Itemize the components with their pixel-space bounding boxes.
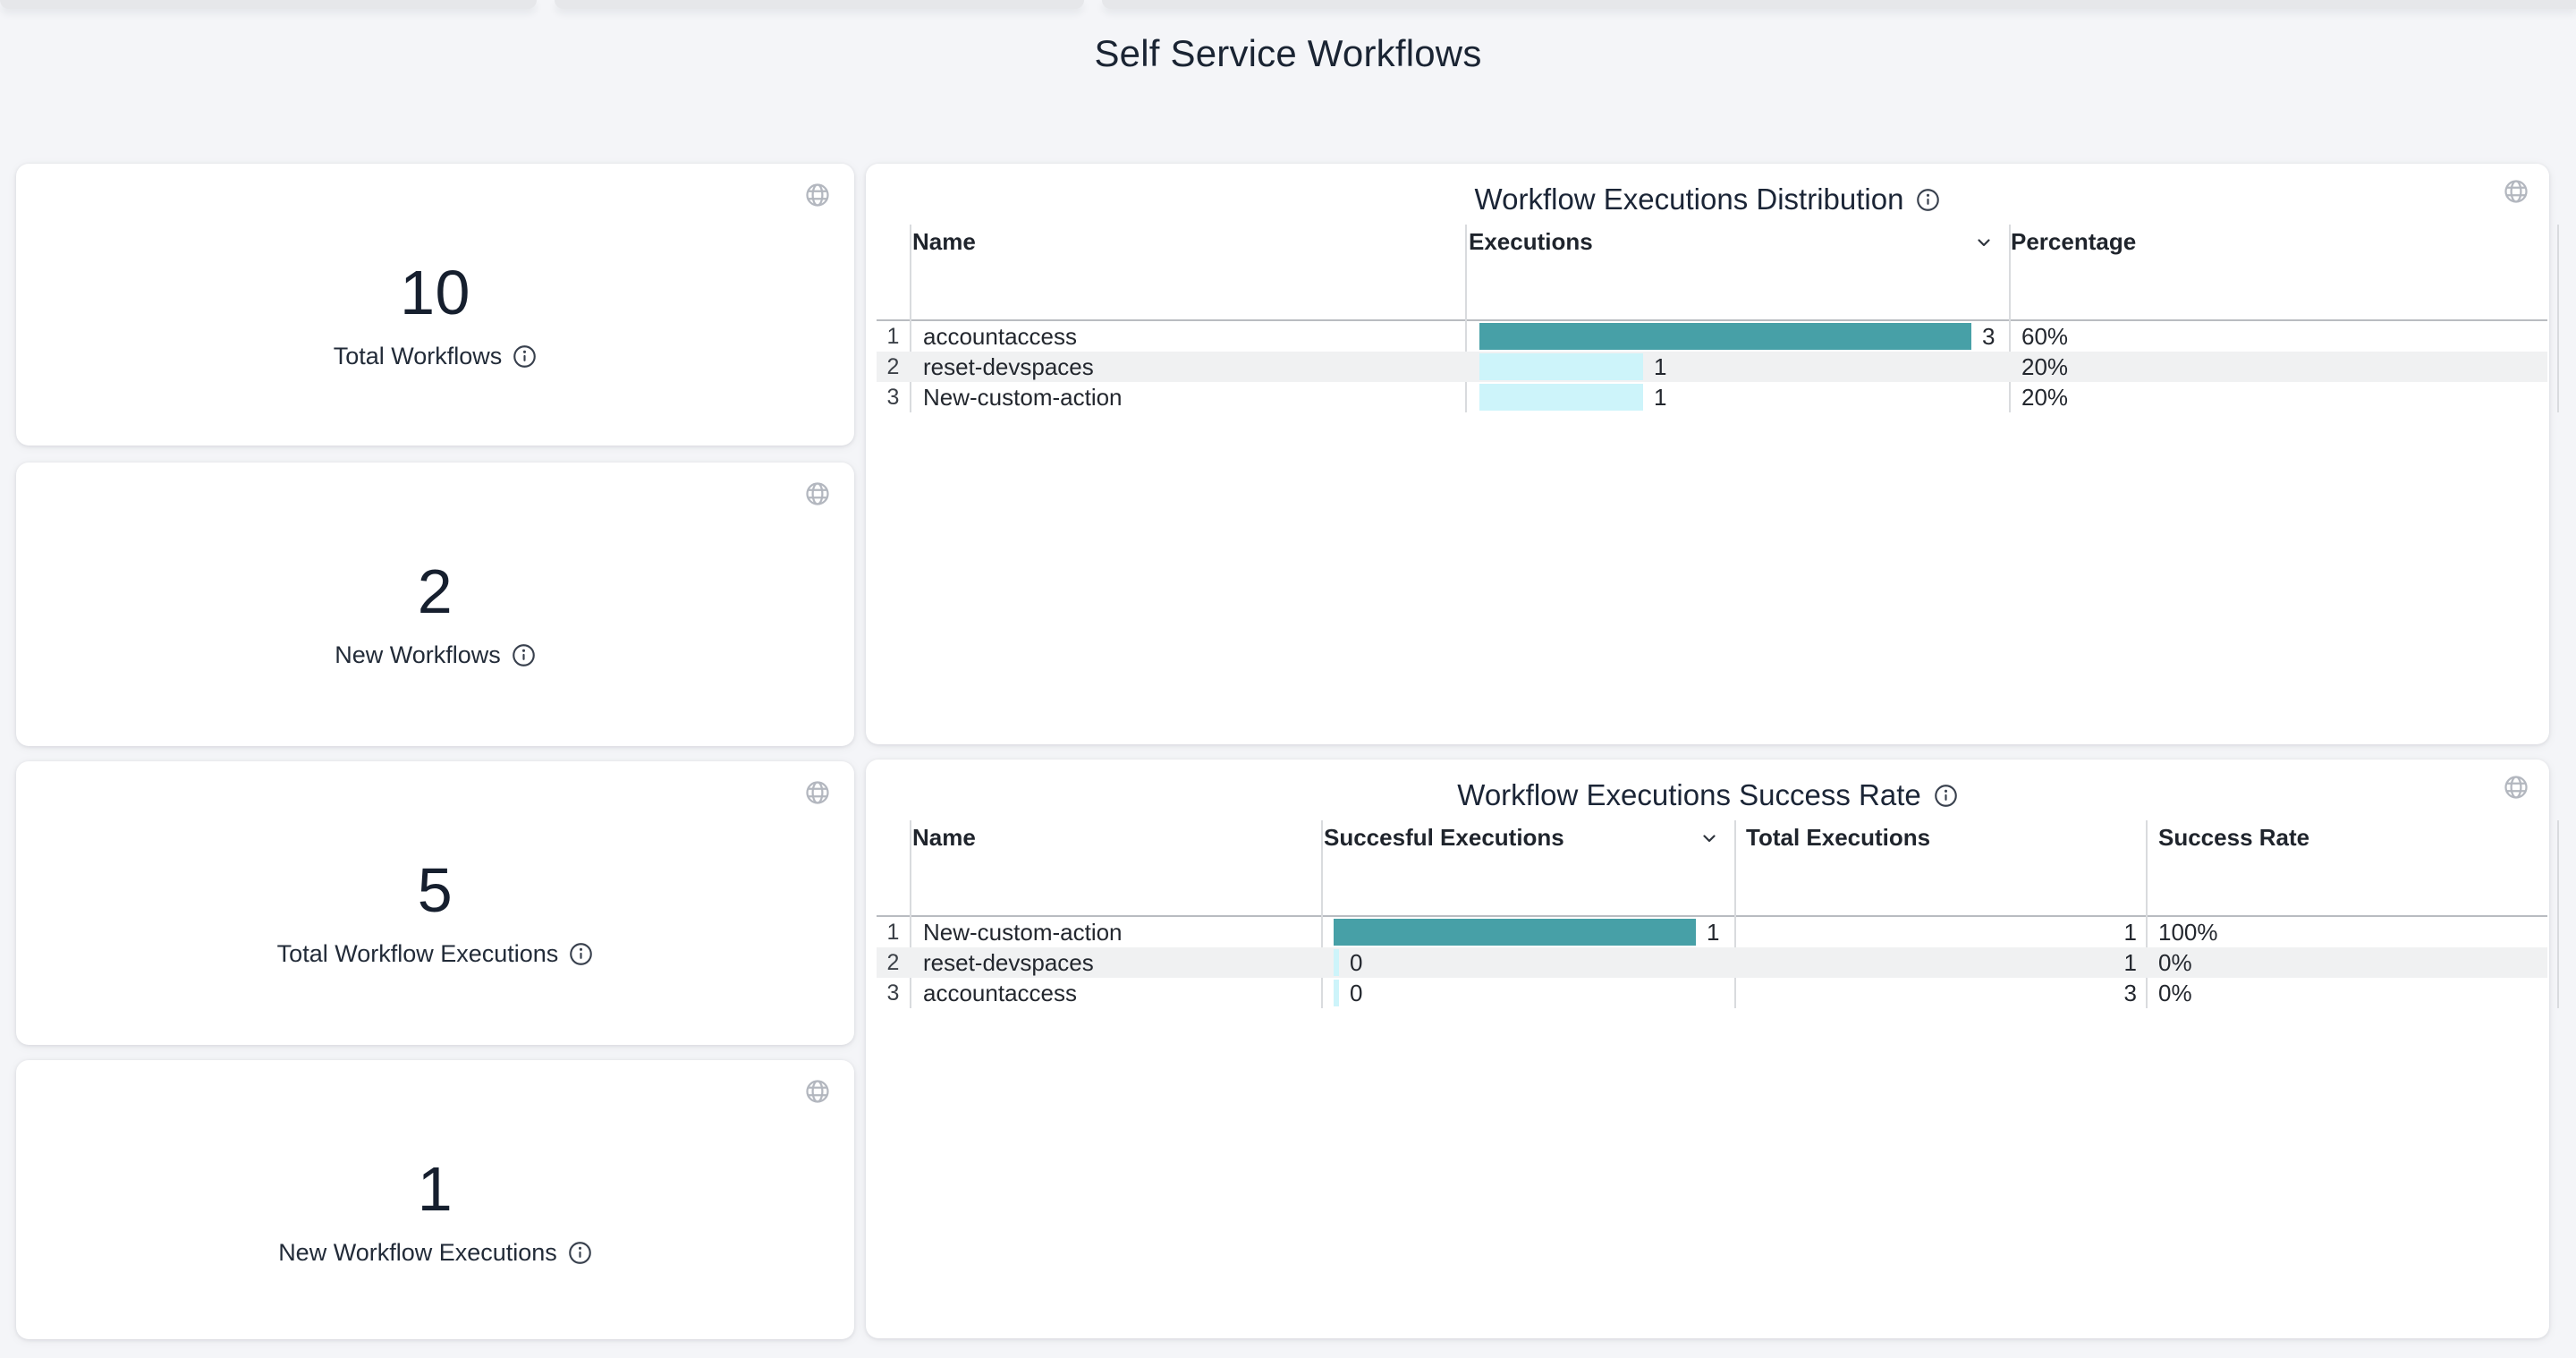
row-number: 3: [886, 980, 900, 1006]
cell-rate: 100%: [2158, 918, 2218, 946]
info-icon[interactable]: [568, 1241, 592, 1265]
column-divider: [910, 820, 911, 1008]
stat-card-total-workflows: 10 Total Workflows: [16, 164, 854, 446]
stat-label: New Workflows: [16, 641, 854, 669]
column-header-executions[interactable]: Executions: [1469, 227, 1593, 255]
stat-label-text: Total Workflows: [333, 343, 503, 369]
column-header-percentage[interactable]: Percentage: [2011, 227, 2137, 255]
scrolled-tile-edge: [0, 0, 537, 9]
row-number: 2: [886, 949, 900, 975]
column-divider: [2557, 225, 2559, 412]
scrolled-tile-edge: [1102, 0, 2576, 9]
cell-bar-value: 0: [1350, 948, 1363, 976]
cell-bar-value: 0: [1350, 979, 1363, 1006]
cell-percentage: 60%: [2021, 322, 2069, 350]
table-row[interactable]: 3 accountaccess 0 3 0%: [877, 978, 2547, 1008]
globe-icon[interactable]: [2503, 774, 2529, 805]
cell-total: 1: [2123, 948, 2137, 976]
cell-name: accountaccess: [923, 979, 1077, 1006]
column-divider: [1321, 820, 1323, 1008]
column-divider: [1465, 225, 1467, 412]
table-header: Name Succesful Executions Total Executio…: [877, 820, 2547, 854]
cell-name: New-custom-action: [923, 918, 1123, 946]
header-divider: [877, 319, 2547, 321]
cell-bar-value: 1: [1654, 352, 1667, 380]
stat-label-text: Total Workflow Executions: [276, 940, 559, 967]
panel-title-text: Workflow Executions Success Rate: [1457, 778, 1921, 811]
column-header-success-rate[interactable]: Success Rate: [2158, 823, 2310, 851]
stat-label-text: New Workflow Executions: [278, 1239, 557, 1266]
stat-label-text: New Workflows: [335, 641, 501, 668]
stat-label: Total Workflows: [16, 343, 854, 370]
info-icon[interactable]: [512, 643, 536, 667]
info-icon[interactable]: [1916, 188, 1940, 212]
panel-title-text: Workflow Executions Distribution: [1474, 182, 1904, 216]
cell-rate: 0%: [2158, 948, 2192, 976]
cell-total: 1: [2123, 918, 2137, 946]
stat-card-new-workflow-executions: 1 New Workflow Executions: [16, 1060, 854, 1339]
sort-chevron-down-icon[interactable]: [1973, 232, 1995, 253]
row-number: 1: [886, 323, 900, 349]
cell-name: reset-devspaces: [923, 352, 1094, 380]
page-title: Self Service Workflows: [1094, 32, 1482, 74]
row-number: 3: [886, 384, 900, 410]
panel-title: Workflow Executions Success Rate: [866, 777, 2549, 813]
cell-name: accountaccess: [923, 322, 1077, 350]
column-divider: [910, 225, 911, 412]
info-icon[interactable]: [513, 344, 537, 369]
column-header-total-executions[interactable]: Total Executions: [1746, 823, 1931, 851]
stat-value: 2: [417, 556, 453, 626]
column-header-name[interactable]: Name: [912, 227, 976, 255]
stat-value: 5: [417, 855, 453, 925]
column-divider: [2146, 820, 2148, 1008]
cell-rate: 0%: [2158, 979, 2192, 1006]
table-row[interactable]: 1 accountaccess 3 60%: [877, 321, 2547, 352]
globe-icon[interactable]: [2503, 178, 2529, 209]
cell-percentage: 20%: [2021, 352, 2069, 380]
table-row[interactable]: 2 reset-devspaces 0 1 0%: [877, 947, 2547, 978]
column-divider: [2009, 225, 2011, 412]
table-row[interactable]: 1 New-custom-action 1 1 100%: [877, 917, 2547, 947]
value-bar: [1479, 353, 1643, 380]
stat-label: New Workflow Executions: [16, 1239, 854, 1267]
stat-label: Total Workflow Executions: [16, 940, 854, 968]
cell-bar-value: 3: [1982, 322, 1996, 350]
stat-value: 10: [400, 258, 470, 327]
header-divider: [877, 915, 2547, 917]
value-bar: [1334, 949, 1339, 976]
table-header: Name Executions Percentage: [877, 225, 2547, 259]
panel-title: Workflow Executions Distribution: [866, 182, 2549, 217]
row-number: 1: [886, 919, 900, 945]
cell-bar-value: 1: [1654, 383, 1667, 411]
info-icon[interactable]: [1934, 784, 1958, 808]
panel-workflow-executions-success-rate: Workflow Executions Success Rate Name Su…: [866, 760, 2559, 1338]
column-header-succesful-executions[interactable]: Succesful Executions: [1324, 823, 1564, 851]
globe-icon[interactable]: [804, 1078, 831, 1109]
cell-percentage: 20%: [2021, 383, 2069, 411]
globe-icon[interactable]: [804, 480, 831, 512]
cell-name: New-custom-action: [923, 383, 1123, 411]
stat-card-total-workflow-executions: 5 Total Workflow Executions: [16, 761, 854, 1045]
table-row[interactable]: 3 New-custom-action 1 20%: [877, 382, 2547, 412]
scrolled-tile-edge: [555, 0, 1084, 9]
column-header-name[interactable]: Name: [912, 823, 976, 851]
cell-name: reset-devspaces: [923, 948, 1094, 976]
cell-total: 3: [2123, 979, 2137, 1006]
value-bar: [1334, 919, 1696, 946]
globe-icon[interactable]: [804, 182, 831, 213]
cell-bar-value: 1: [1707, 918, 1720, 946]
value-bar: [1479, 384, 1643, 411]
stat-card-new-workflows: 2 New Workflows: [16, 463, 854, 746]
row-number: 2: [886, 353, 900, 379]
column-divider: [1734, 820, 1736, 1008]
value-bar: [1334, 980, 1339, 1006]
panel-workflow-executions-distribution: Workflow Executions Distribution Name Ex…: [866, 164, 2559, 744]
globe-icon[interactable]: [804, 779, 831, 811]
table-row[interactable]: 2 reset-devspaces 1 20%: [877, 352, 2547, 382]
column-divider: [2557, 820, 2559, 1008]
value-bar: [1479, 323, 1971, 350]
info-icon[interactable]: [569, 942, 593, 966]
sort-chevron-down-icon[interactable]: [1699, 828, 1720, 849]
stat-value: 1: [417, 1154, 453, 1224]
